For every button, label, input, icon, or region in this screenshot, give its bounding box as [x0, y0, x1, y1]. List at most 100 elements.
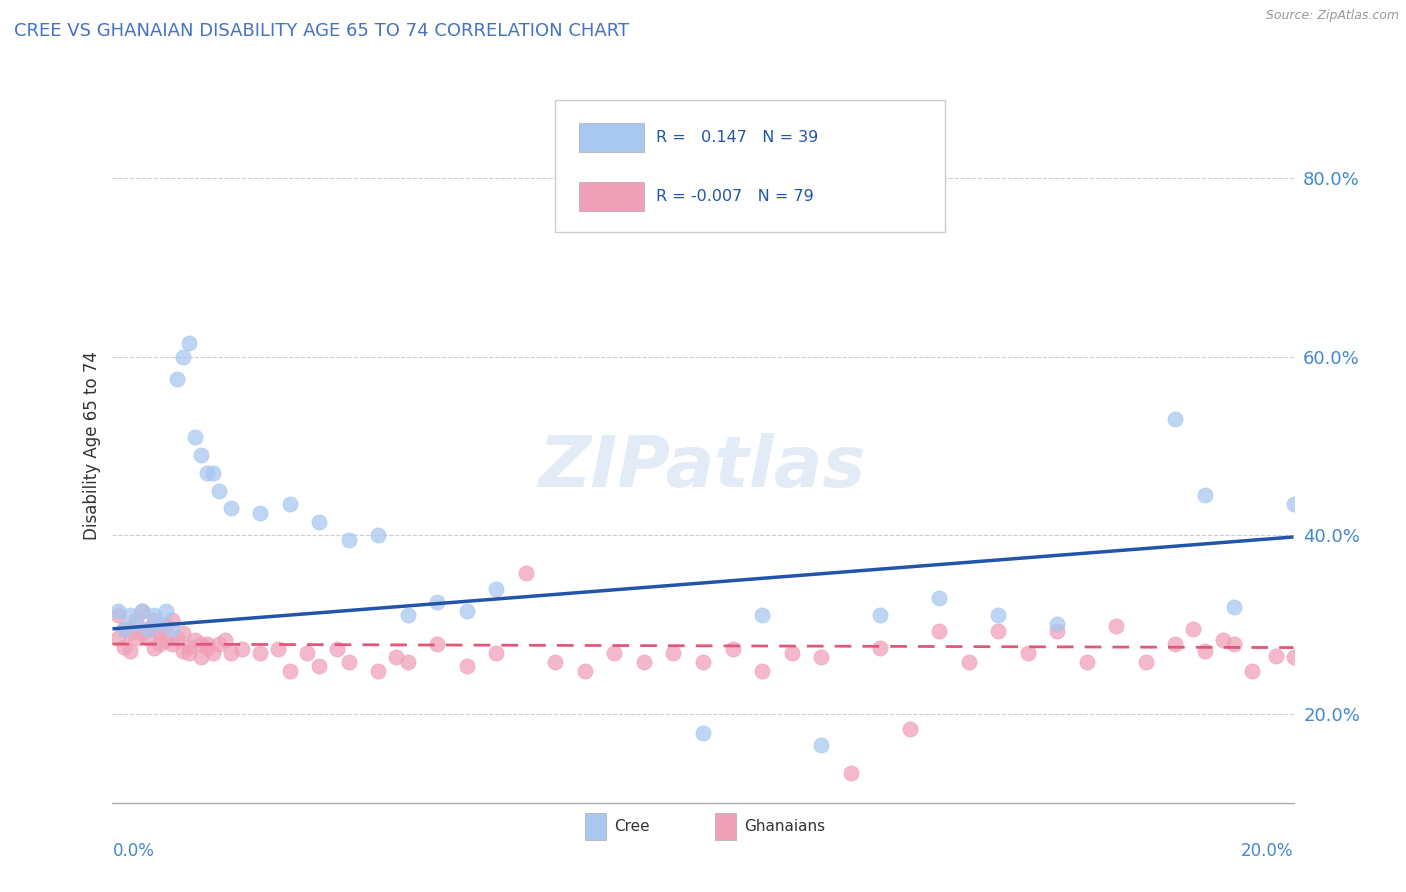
Point: [751, 664, 773, 678]
Point: [1076, 655, 1098, 669]
Point: [166, 372, 188, 386]
Text: R = -0.007   N = 79: R = -0.007 N = 79: [655, 189, 814, 203]
Point: [603, 646, 626, 660]
Point: [337, 655, 360, 669]
Point: [190, 650, 212, 665]
Point: [149, 637, 172, 651]
Point: [120, 626, 142, 640]
Point: [1017, 646, 1039, 660]
Point: [1264, 648, 1286, 663]
Text: Ghanaians: Ghanaians: [744, 819, 825, 834]
Bar: [585, 813, 606, 840]
Point: [367, 664, 389, 678]
Point: [179, 646, 201, 660]
Point: [426, 637, 449, 651]
Point: [149, 617, 172, 632]
Point: [692, 726, 714, 740]
Point: [107, 604, 129, 618]
Point: [149, 626, 172, 640]
Point: [131, 626, 153, 640]
Text: Source: ZipAtlas.com: Source: ZipAtlas.com: [1265, 9, 1399, 22]
Point: [297, 646, 319, 660]
Point: [367, 528, 389, 542]
Point: [160, 637, 183, 651]
Point: [107, 608, 129, 623]
Point: [195, 637, 218, 651]
Point: [1135, 655, 1157, 669]
Point: [928, 591, 950, 605]
Point: [692, 655, 714, 669]
Point: [810, 738, 832, 752]
Point: [721, 642, 744, 657]
Point: [112, 640, 135, 654]
Point: [385, 650, 408, 665]
Point: [426, 595, 449, 609]
Point: [249, 506, 271, 520]
Point: [120, 644, 142, 658]
Text: ZIPatlas: ZIPatlas: [540, 433, 866, 502]
Point: [278, 664, 301, 678]
Point: [190, 448, 212, 462]
Point: [957, 655, 980, 669]
Point: [515, 566, 537, 580]
Point: [125, 631, 148, 645]
Point: [1105, 619, 1128, 633]
Point: [1282, 650, 1305, 665]
Point: [1223, 599, 1246, 614]
Point: [131, 604, 153, 618]
Bar: [579, 123, 644, 152]
Point: [136, 622, 159, 636]
Text: Cree: Cree: [614, 819, 650, 834]
Point: [810, 650, 832, 665]
Point: [214, 632, 236, 647]
Point: [190, 637, 212, 651]
Point: [987, 608, 1010, 623]
Text: 20.0%: 20.0%: [1241, 842, 1294, 860]
Point: [155, 632, 177, 647]
Point: [308, 515, 330, 529]
Point: [928, 624, 950, 638]
Y-axis label: Disability Age 65 to 74: Disability Age 65 to 74: [83, 351, 101, 541]
Point: [112, 622, 135, 636]
Point: [201, 646, 224, 660]
Point: [780, 646, 803, 660]
Point: [142, 641, 165, 656]
Point: [120, 608, 142, 623]
Point: [1212, 632, 1234, 647]
Point: [155, 604, 177, 618]
Text: CREE VS GHANAIAN DISABILITY AGE 65 TO 74 CORRELATION CHART: CREE VS GHANAIAN DISABILITY AGE 65 TO 74…: [14, 22, 630, 40]
Text: 0.0%: 0.0%: [112, 842, 155, 860]
Point: [267, 642, 290, 657]
Point: [201, 466, 224, 480]
Point: [1241, 664, 1264, 678]
Point: [485, 646, 508, 660]
Point: [107, 631, 129, 645]
Point: [337, 533, 360, 547]
Point: [172, 644, 194, 658]
Point: [278, 497, 301, 511]
Bar: [579, 182, 644, 211]
Point: [1194, 488, 1216, 502]
Point: [142, 622, 165, 636]
Point: [142, 613, 165, 627]
Point: [869, 641, 891, 656]
Point: [136, 631, 159, 645]
Point: [231, 642, 253, 657]
Point: [219, 646, 242, 660]
Point: [751, 608, 773, 623]
Point: [456, 659, 478, 673]
Point: [1223, 637, 1246, 651]
Point: [131, 604, 153, 618]
Point: [179, 640, 201, 654]
Point: [112, 622, 135, 636]
Point: [839, 766, 862, 780]
Point: [184, 430, 207, 444]
Point: [396, 608, 419, 623]
Point: [172, 626, 194, 640]
Point: [172, 350, 194, 364]
Bar: [714, 813, 737, 840]
Point: [326, 642, 349, 657]
Point: [195, 466, 218, 480]
Point: [1046, 624, 1069, 638]
Point: [142, 608, 165, 623]
